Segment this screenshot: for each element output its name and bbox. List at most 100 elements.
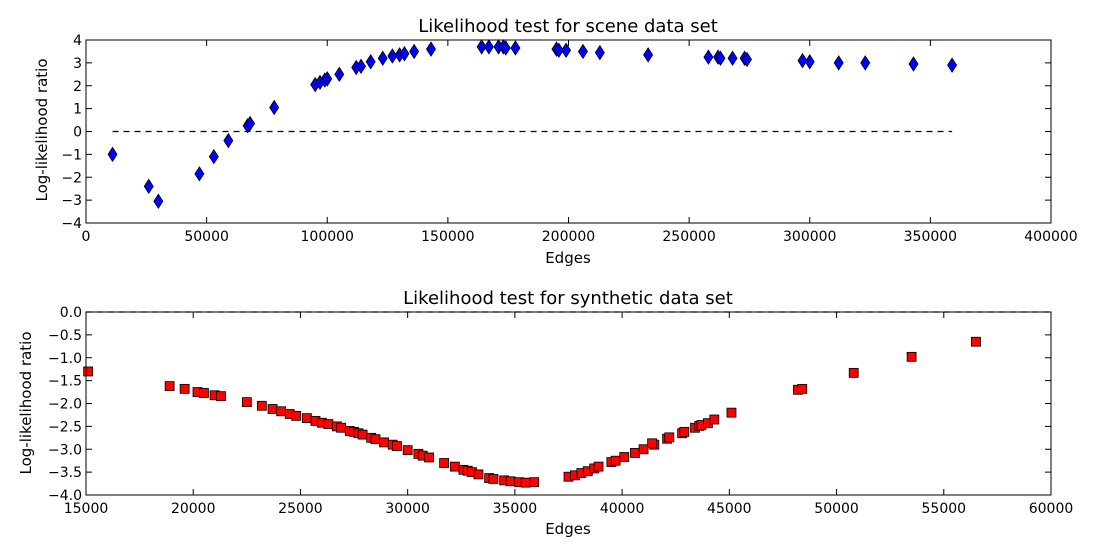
synthetic-chart-title: Likelihood test for synthetic data set <box>403 288 733 309</box>
synthetic-chart-x-tick-label: 60000 <box>1029 501 1074 517</box>
scene-chart-data-point <box>804 53 815 70</box>
scene-chart-x-tick-label: 100000 <box>301 229 354 245</box>
synthetic-chart-y-tick-label: −0.5 <box>48 328 82 344</box>
scene-chart-x-ticks: 0 50000 100000 150000 200000 250000 300000 3500… <box>82 40 1078 245</box>
synthetic-chart-data-point <box>449 461 460 472</box>
scene-chart-y-tick-label: 3 <box>73 56 82 72</box>
synthetic-chart-data-point <box>179 383 190 394</box>
scene-chart-data-point <box>715 50 726 67</box>
scene-chart-data-point <box>947 57 958 73</box>
scene-chart-panel: Likelihood test for scene data set Edges… <box>33 16 1078 267</box>
synthetic-chart-data-point <box>848 367 859 378</box>
scene-chart-data-point <box>476 39 487 55</box>
scene-chart-data-point <box>500 40 511 56</box>
scene-chart-data-point <box>107 146 118 163</box>
scene-chart-title: Likelihood test for scene data set <box>418 16 718 37</box>
scene-chart-data-point <box>409 43 420 60</box>
scene-chart-data-point <box>365 53 376 70</box>
synthetic-chart-data-point <box>505 476 516 487</box>
scene-chart-x-tick-label: 0 <box>82 229 91 245</box>
scene-chart-data-point <box>334 66 345 83</box>
scene-chart-x-tick-label: 250000 <box>662 229 715 245</box>
synthetic-chart-y-tick-label: −3.0 <box>48 442 82 458</box>
scene-chart-x-tick-label: 400000 <box>1024 229 1077 245</box>
synthetic-chart-xlabel: Edges <box>545 520 591 538</box>
synthetic-chart-data-point <box>797 383 808 394</box>
synthetic-chart-data-point <box>520 477 531 488</box>
scene-chart-y-tick-label: −3 <box>61 193 82 209</box>
scene-chart-data-point <box>594 44 605 61</box>
synthetic-chart-data-point <box>610 455 621 466</box>
synthetic-chart-data-point <box>276 406 287 417</box>
scene-chart-y-tick-label: 1 <box>73 102 82 118</box>
synthetic-chart-x-tick-label: 25000 <box>278 501 323 517</box>
synthetic-chart-data-point <box>619 452 630 462</box>
synthetic-chart-data-point <box>593 461 604 472</box>
synthetic-chart-x-tick-label: 35000 <box>493 501 538 517</box>
synthetic-chart-data-point <box>529 477 540 488</box>
scene-chart-data-point <box>643 47 654 63</box>
synthetic-chart-data-point <box>323 419 334 429</box>
synthetic-chart-data-point <box>709 414 720 425</box>
synthetic-chart-data-point <box>630 448 640 458</box>
scene-chart-data-point <box>223 132 234 149</box>
synthetic-chart-x-tick-label: 45000 <box>707 501 752 517</box>
scene-chart-x-tick-label: 50000 <box>184 229 229 245</box>
scene-chart-data-point <box>377 50 388 67</box>
synthetic-chart-ylabel: Log-likelihood ratio <box>17 332 35 475</box>
synthetic-chart-plot-frame <box>85 311 1052 496</box>
synthetic-chart-data-point <box>357 429 368 440</box>
synthetic-chart-data-point <box>164 381 175 392</box>
scene-chart-y-tick-label: −4 <box>61 216 82 232</box>
synthetic-chart-data-point <box>241 397 252 408</box>
scene-chart-data-point <box>860 55 871 71</box>
scene-chart-y-tick-label: −1 <box>61 147 82 163</box>
scene-chart-y-tick-label: 2 <box>73 79 82 95</box>
synthetic-chart-y-ticks: 0.0 −0.5 −1.0 −1.5 −2.0 −2.5 −3.0 −3.5 −4.0 <box>48 305 1051 504</box>
scene-chart-data-point <box>833 55 844 71</box>
synthetic-chart-data-point <box>216 391 227 402</box>
scene-chart-data-point <box>143 178 154 195</box>
synthetic-chart-data-point <box>971 336 981 347</box>
scene-chart-data-point <box>797 52 808 69</box>
scene-chart-data-point <box>194 166 205 182</box>
synthetic-chart-data-point <box>679 426 690 437</box>
synthetic-chart-data-point <box>392 441 402 451</box>
scene-chart-data-point <box>387 48 398 64</box>
scene-chart-data-point <box>577 43 588 60</box>
synthetic-chart-x-tick-label: 55000 <box>922 501 967 517</box>
synthetic-chart-data-point <box>83 366 94 377</box>
synthetic-chart-x-ticks: 15000 20000 25000 30000 35000 40000 45000 50000… <box>64 312 1074 517</box>
scene-chart-data-point <box>483 39 494 55</box>
scene-chart-data-point <box>426 41 436 57</box>
scene-chart-data-point <box>727 50 738 67</box>
scene-chart-data-point <box>208 148 219 165</box>
scene-chart-y-tick-label: 0 <box>73 125 82 141</box>
synthetic-chart-data-point <box>726 407 737 418</box>
scene-chart-points <box>107 39 958 210</box>
synthetic-chart-x-tick-label: 30000 <box>385 501 430 517</box>
synthetic-chart-y-tick-label: −1.5 <box>48 374 82 390</box>
synthetic-chart-y-tick-label: −2.0 <box>48 397 82 413</box>
scene-chart-data-point <box>245 115 256 132</box>
synthetic-chart-data-point <box>402 445 413 456</box>
synthetic-chart-y-tick-label: −4.0 <box>48 488 82 504</box>
synthetic-chart-x-tick-label: 20000 <box>171 501 216 517</box>
scene-chart-data-point <box>553 42 564 59</box>
synthetic-chart-points <box>83 336 981 488</box>
scene-chart-data-point <box>742 51 753 68</box>
synthetic-chart-data-point <box>638 444 649 455</box>
synthetic-chart-data-point <box>488 474 499 484</box>
scene-chart-ylabel: Log-likelihood ratio <box>33 59 51 202</box>
scene-chart-x-tick-label: 350000 <box>904 229 957 245</box>
synthetic-chart-data-point <box>267 404 278 414</box>
synthetic-chart-y-tick-label: −1.0 <box>48 351 82 367</box>
synthetic-chart-data-point <box>439 458 450 468</box>
synthetic-chart-x-tick-label: 40000 <box>600 501 645 517</box>
synthetic-chart-data-point <box>379 437 389 448</box>
synthetic-chart-panel: Likelihood test for synthetic data set E… <box>17 288 1073 538</box>
scene-chart-y-tick-label: 4 <box>73 33 82 49</box>
scene-chart-data-point <box>269 99 280 116</box>
synthetic-chart-data-point <box>291 410 302 421</box>
